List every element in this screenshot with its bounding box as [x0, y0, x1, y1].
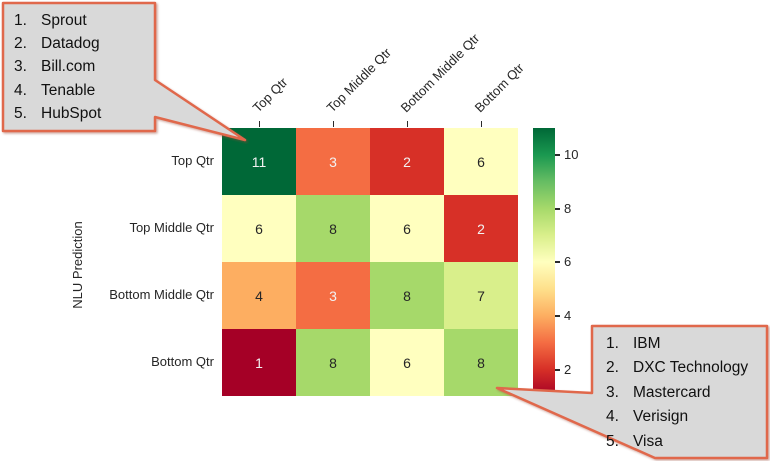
callout-item-label: Verisign	[633, 408, 689, 426]
heatmap-cell: 7	[444, 262, 518, 329]
x-tick-mark	[333, 121, 335, 127]
callout-bottom-right-shape	[495, 324, 769, 460]
callout-item: 5. HubSpot	[14, 102, 152, 125]
callout-item: 4. Tenable	[14, 79, 152, 102]
colorbar-tick-label: 6	[564, 254, 572, 269]
callout-item-number: 1.	[14, 12, 27, 29]
y-tick-label: Bottom Qtr	[151, 354, 214, 369]
callout-item: 3. Bill.com	[14, 55, 152, 78]
colorbar-tick-label: 4	[564, 308, 572, 323]
colorbar-tick-mark	[555, 369, 560, 371]
heatmap-cell: 1	[222, 329, 296, 396]
callout-item-label: IBM	[633, 335, 661, 352]
callout-item-label: Visa	[633, 432, 663, 450]
callout-item-number: 5.	[606, 432, 619, 450]
callout-item: 3. Mastercard	[606, 381, 764, 405]
colorbar-tick-mark	[555, 315, 560, 317]
colorbar-tick-mark	[555, 261, 560, 263]
callout-item-number: 3.	[606, 383, 619, 401]
callout-item: 2. Datadog	[14, 32, 152, 55]
y-tick-label: Bottom Middle Qtr	[109, 287, 214, 302]
heatmap-cell: 8	[444, 329, 518, 396]
y-tick-label: Top Middle Qtr	[129, 220, 214, 235]
heatmap-cell: 4	[222, 262, 296, 329]
heatmap-cell: 8	[296, 195, 370, 262]
heatmap-cell: 6	[222, 195, 296, 262]
heatmap-cell: 2	[444, 195, 518, 262]
x-tick-mark	[407, 121, 409, 127]
colorbar-tick-mark	[555, 154, 560, 156]
heatmap-cell: 3	[296, 262, 370, 329]
callout-top-left: 1. Sprout 2. Datadog 3. Bill.com 4. Tena…	[14, 9, 152, 125]
heatmap-grid: 11 3 2 6 6 8 6 2 4 3 8 7 1 8 6 8	[222, 128, 518, 396]
callout-item-number: 5.	[14, 104, 27, 122]
callout-item: 1. Sprout	[14, 9, 152, 32]
callout-item: 1. IBM	[606, 332, 764, 356]
callout-item-label: DXC Technology	[633, 359, 749, 377]
heatmap-cell: 6	[370, 329, 444, 396]
y-tick-label: Top Qtr	[171, 153, 214, 168]
callout-item-label: HubSpot	[41, 104, 102, 122]
callout-item-number: 1.	[606, 335, 619, 352]
callout-item-number: 2.	[14, 35, 27, 53]
callout-item: 5. Visa	[606, 430, 764, 454]
heatmap-cell: 3	[296, 128, 370, 195]
callout-item-number: 4.	[14, 81, 27, 99]
callout-top-left-shape	[1, 1, 247, 142]
callout-bottom-right: 1. IBM 2. DXC Technology 3. Mastercard 4…	[606, 332, 764, 454]
callout-item-number: 2.	[606, 359, 619, 377]
callout-item-number: 4.	[606, 408, 619, 426]
callout-item: 4. Verisign	[606, 405, 764, 429]
colorbar-tick-label: 8	[564, 201, 572, 216]
heatmap-cell: 11	[222, 128, 296, 195]
callout-item-label: Mastercard	[633, 383, 711, 401]
colorbar-tick-label: 10	[564, 147, 579, 162]
callout-item-label: Tenable	[41, 81, 96, 99]
heatmap-cell: 6	[444, 128, 518, 195]
colorbar-tick-label: 2	[564, 362, 572, 377]
callout-item-label: Datadog	[41, 35, 100, 53]
heatmap-cell: 8	[370, 262, 444, 329]
colorbar-gradient	[533, 128, 555, 396]
callout-item-label: Bill.com	[41, 58, 96, 76]
heatmap-cell: 2	[370, 128, 444, 195]
heatmap-cell: 8	[296, 329, 370, 396]
callout-item-number: 3.	[14, 58, 27, 76]
callout-item-label: Sprout	[41, 12, 87, 29]
callout-item: 2. DXC Technology	[606, 356, 764, 380]
heatmap-cell: 6	[370, 195, 444, 262]
x-tick-mark	[259, 121, 261, 127]
x-tick-mark	[481, 121, 483, 127]
colorbar-tick-mark	[555, 208, 560, 210]
